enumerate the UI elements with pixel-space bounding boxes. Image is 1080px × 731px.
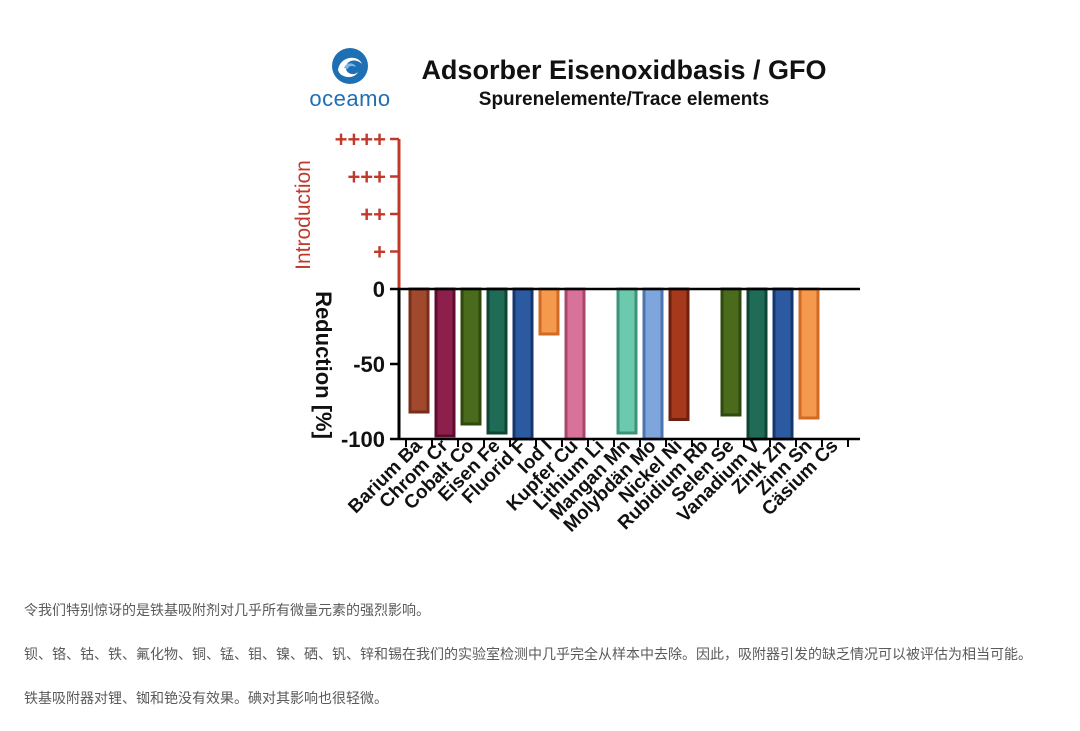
bar-cobalt-co bbox=[460, 287, 482, 426]
y-tick-label: -100 bbox=[341, 427, 385, 452]
bar-barium-ba bbox=[408, 287, 430, 414]
y-tick-label: -50 bbox=[353, 352, 385, 377]
paragraph-1: 令我们特别惊讶的是铁基吸附剂对几乎所有微量元素的强烈影响。 bbox=[24, 603, 430, 619]
bar-fluorid-f bbox=[512, 287, 534, 441]
bar-zink-zn bbox=[772, 287, 794, 441]
bar-eisen-fe bbox=[486, 287, 508, 435]
chart-title: Adsorber Eisenoxidbasis / GFO bbox=[421, 55, 826, 85]
bar-mangan-mn bbox=[616, 287, 638, 435]
oceamo-logo: oceamo bbox=[300, 46, 400, 111]
introduction-tick-label: + bbox=[373, 240, 386, 265]
logo-brand-text: oceamo bbox=[309, 86, 391, 111]
bar-vanadium-v bbox=[746, 287, 768, 441]
introduction-tick-label: ++ bbox=[360, 202, 386, 227]
bar-iod-i bbox=[538, 287, 560, 336]
introduction-tick-label: ++++ bbox=[335, 127, 386, 152]
y-axis-label-introduction: Introduction bbox=[292, 160, 315, 270]
bar-zinn-sn bbox=[798, 287, 820, 420]
bar-kupfer-cu bbox=[564, 287, 586, 441]
bar-chart: Adsorber Eisenoxidbasis / GFO Spurenelem… bbox=[292, 55, 860, 536]
paragraph-3: 铁基吸附器对锂、铷和铯没有效果。碘对其影响也很轻微。 bbox=[24, 691, 388, 707]
bar-molybdän-mo bbox=[642, 287, 664, 441]
paragraph-2: 钡、铬、钴、铁、氟化物、铜、锰、钼、镍、硒、钒、锌和锡在我们的实验室检测中几乎完… bbox=[24, 647, 1032, 663]
y-axis-label-reduction: Reduction [%] bbox=[311, 291, 336, 439]
y-tick-label: 0 bbox=[373, 277, 385, 302]
bar-nickel-ni bbox=[668, 287, 690, 421]
introduction-tick-label: +++ bbox=[347, 165, 386, 190]
wave-icon bbox=[332, 48, 368, 84]
chart-subtitle: Spurenelemente/Trace elements bbox=[479, 89, 769, 110]
bar-chrom-cr bbox=[434, 287, 456, 438]
bar-selen-se bbox=[720, 287, 742, 417]
